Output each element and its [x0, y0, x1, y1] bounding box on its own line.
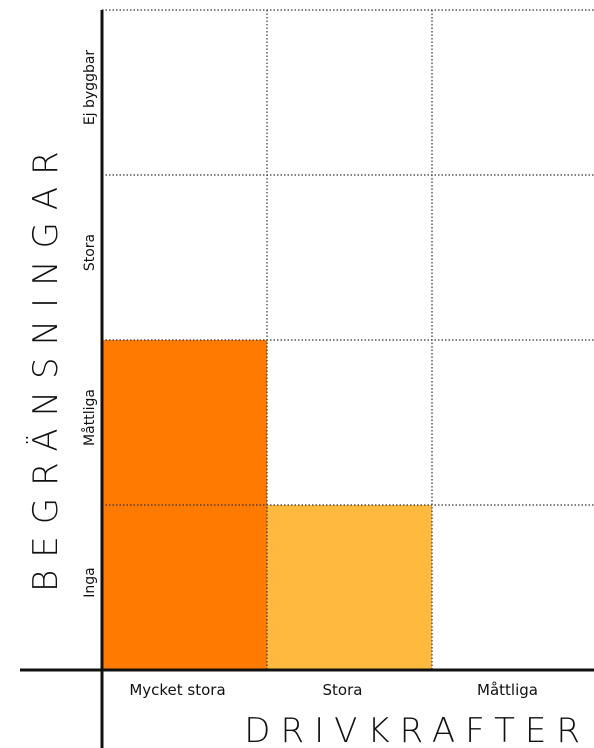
x-tick-label: Stora [323, 681, 363, 699]
x-axis-title: DRIVKRAFTER [244, 711, 590, 748]
cell-mycket-stora-inga [102, 505, 267, 670]
cell-mycket-stora-mattliga [102, 340, 267, 505]
y-tick-label: Inga [82, 567, 98, 597]
x-tick-label: Mycket stora [129, 681, 225, 699]
x-labels-layer: Mycket stora Stora Måttliga [129, 681, 538, 699]
y-tick-label: Måttliga [81, 389, 98, 446]
x-tick-label: Måttliga [477, 681, 538, 699]
cells-layer [102, 340, 432, 670]
y-axis-title: BEGRÄNSNINGAR [26, 139, 66, 592]
y-tick-label: Ej byggbar [82, 50, 98, 126]
y-tick-label: Stora [82, 234, 98, 271]
y-labels-layer: Inga Måttliga Stora Ej byggbar [81, 50, 98, 598]
cell-stora-inga [267, 505, 432, 670]
grid-layer [102, 9, 594, 670]
